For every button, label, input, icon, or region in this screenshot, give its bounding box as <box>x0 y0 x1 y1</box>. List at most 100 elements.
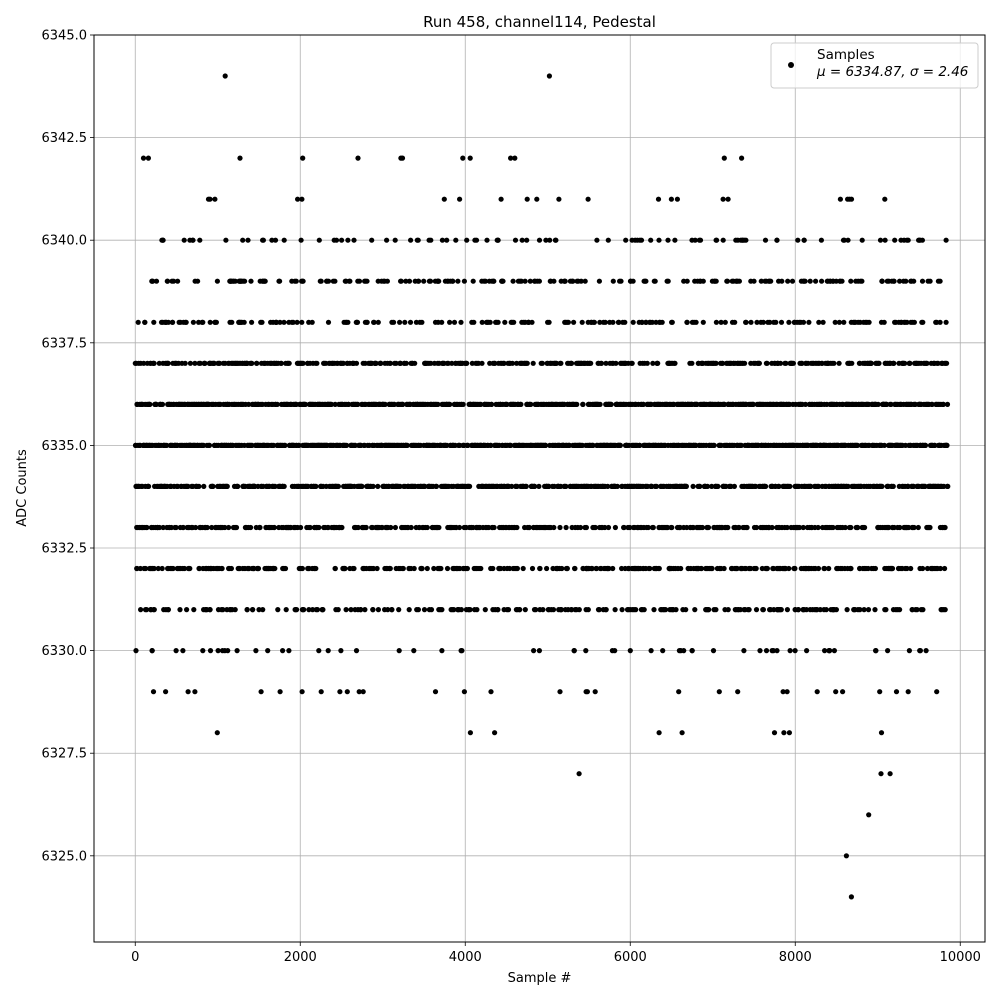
data-point <box>200 648 206 654</box>
data-point <box>857 607 863 613</box>
data-point <box>441 196 447 202</box>
data-point <box>432 689 439 695</box>
data-point <box>382 401 388 407</box>
data-point <box>375 607 381 613</box>
data-point <box>255 565 262 572</box>
data-point <box>428 360 434 366</box>
data-point <box>345 319 351 325</box>
data-point <box>141 360 147 366</box>
data-point <box>872 607 878 613</box>
data-point <box>416 278 422 284</box>
data-point <box>778 319 785 325</box>
data-point <box>769 524 775 531</box>
data-point <box>877 237 884 243</box>
data-point <box>795 607 802 613</box>
data-point <box>398 360 404 366</box>
data-point <box>614 483 621 489</box>
data-point <box>848 894 855 900</box>
data-point <box>706 607 712 613</box>
data-point <box>751 278 757 284</box>
data-point <box>648 648 654 654</box>
x-tick-label: 8000 <box>779 950 812 965</box>
data-point <box>836 360 842 366</box>
data-point <box>757 648 763 654</box>
data-point <box>138 607 144 613</box>
data-point <box>855 524 861 531</box>
data-point <box>709 565 715 572</box>
data-point <box>692 607 698 613</box>
data-point <box>584 689 591 695</box>
data-point <box>407 319 414 325</box>
data-point <box>885 648 891 654</box>
data-point <box>518 278 525 284</box>
data-point <box>732 319 738 325</box>
data-point <box>185 689 191 695</box>
data-point <box>897 607 903 613</box>
data-point <box>942 607 948 613</box>
data-point <box>471 319 477 325</box>
data-point <box>431 565 437 572</box>
data-point <box>818 237 825 243</box>
data-point <box>799 360 805 366</box>
data-point <box>893 689 900 695</box>
data-point <box>371 319 377 325</box>
data-point <box>610 319 616 325</box>
data-point <box>692 237 698 243</box>
data-point <box>282 565 289 572</box>
data-point <box>557 689 563 695</box>
data-point <box>881 442 888 448</box>
data-point <box>478 401 484 407</box>
data-point <box>246 401 252 407</box>
data-point <box>151 319 157 325</box>
data-point <box>360 689 366 695</box>
data-point <box>929 401 935 407</box>
data-point <box>571 319 577 325</box>
data-point <box>150 278 156 284</box>
data-point <box>572 565 578 572</box>
data-point <box>681 648 687 654</box>
data-point <box>232 278 238 284</box>
data-point <box>458 319 464 325</box>
data-point <box>197 237 203 243</box>
data-point <box>456 524 463 531</box>
data-point <box>402 319 408 325</box>
data-point <box>529 319 535 325</box>
data-point <box>165 278 171 284</box>
data-point <box>505 607 512 613</box>
data-point <box>551 524 557 531</box>
data-point <box>444 565 451 572</box>
data-point <box>892 237 898 243</box>
data-point <box>224 483 230 489</box>
data-point <box>612 648 618 654</box>
data-point <box>659 319 665 325</box>
y-tick-label: 6345.0 <box>42 29 88 44</box>
data-point <box>531 648 537 654</box>
data-point <box>655 360 661 366</box>
data-point <box>683 483 690 489</box>
data-point <box>596 607 602 613</box>
data-point <box>500 278 506 284</box>
data-point <box>557 524 563 531</box>
data-point <box>700 278 706 284</box>
data-point <box>245 237 251 243</box>
data-point <box>411 648 417 654</box>
data-point <box>217 360 223 366</box>
data-point <box>802 278 808 284</box>
data-point <box>558 360 564 366</box>
data-point <box>690 483 696 489</box>
data-point <box>281 483 287 489</box>
data-point <box>464 565 470 572</box>
data-point <box>594 237 600 243</box>
data-point <box>213 319 219 325</box>
data-point <box>897 524 903 531</box>
data-point <box>920 607 926 613</box>
data-point <box>543 237 549 243</box>
data-point <box>342 565 348 572</box>
data-point <box>937 319 943 325</box>
data-point <box>155 565 161 572</box>
data-point <box>135 319 141 325</box>
data-point <box>564 565 570 572</box>
data-point <box>234 648 240 654</box>
data-point <box>514 565 521 572</box>
data-point <box>147 401 153 407</box>
